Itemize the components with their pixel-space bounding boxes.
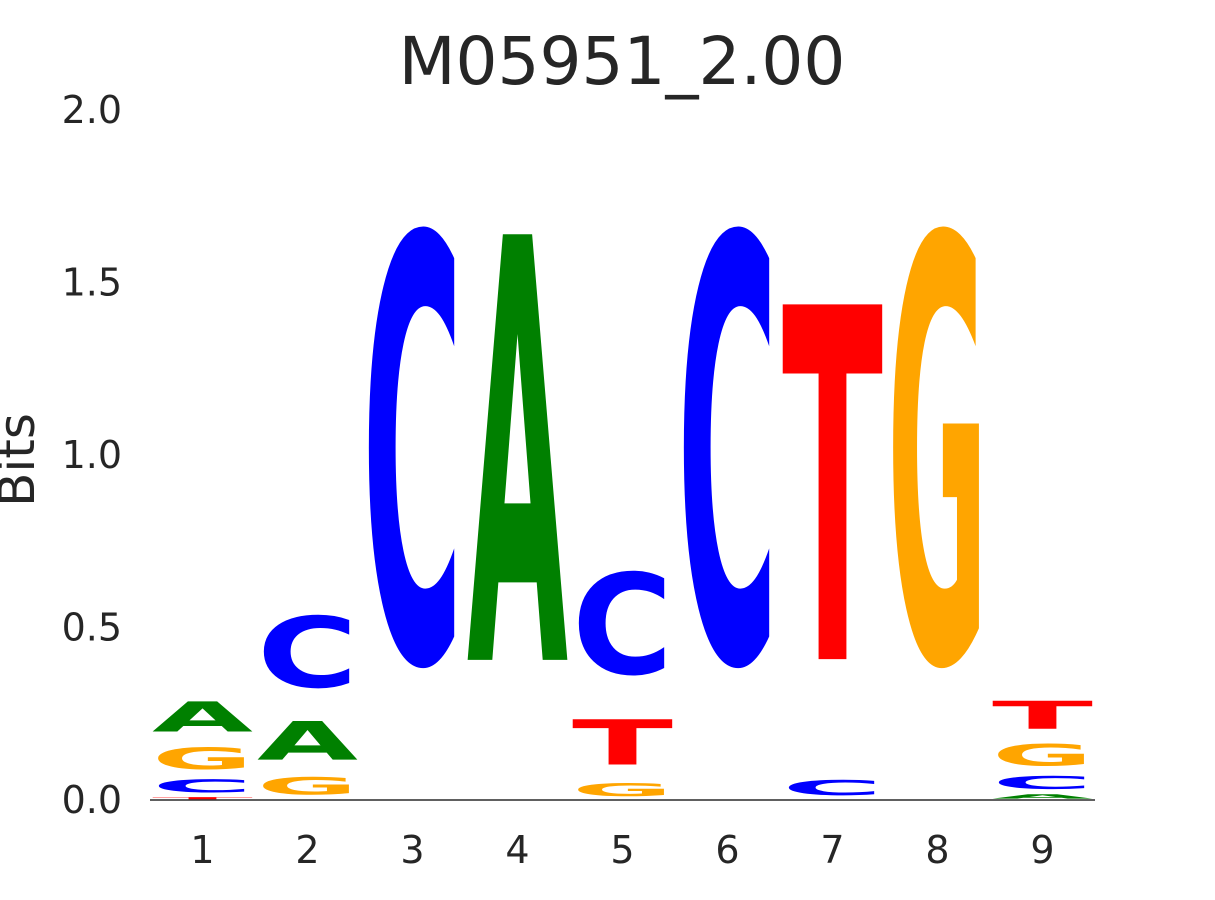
logo-letter-C-pos-5: C: [572, 545, 673, 707]
y-axis-label: Bits: [0, 413, 46, 507]
logo-letter-C-pos-1: C: [152, 776, 253, 797]
x-tick-label: 8: [925, 828, 949, 872]
y-axis-ticks: 0.0 0.5 1.0 1.5 2.0: [62, 88, 122, 822]
x-axis-ticks: 1 2 3 4 5 6 7 8 9: [190, 828, 1054, 872]
logo-letter-G-pos-8: G: [887, 117, 988, 798]
logo-letter-G-pos-5: G: [572, 779, 673, 800]
logo-letter-C-pos-2: C: [257, 597, 358, 710]
x-tick-label: 6: [715, 828, 739, 872]
x-tick-label: 5: [610, 828, 634, 872]
logo-letter-C-pos-6: C: [677, 119, 778, 799]
logo-letter-T-pos-5: T: [572, 707, 673, 779]
logo-letter-G-pos-2: G: [257, 773, 358, 800]
logo-letter-C-pos-9: C: [992, 773, 1093, 794]
logo-letter-G-pos-1: G: [152, 742, 253, 776]
x-tick-label: 4: [505, 828, 529, 872]
logo-letter-T-pos-1: T: [152, 797, 253, 800]
logo-letter-A-pos-1: A: [152, 693, 253, 741]
logo-letter-T-pos-7: T: [782, 207, 884, 774]
x-tick-label: 3: [400, 828, 424, 872]
logo-letter-C-pos-3: C: [362, 119, 463, 799]
y-tick-label: 1.5: [62, 261, 122, 305]
x-tick-label: 7: [820, 828, 844, 872]
chart-title: M05951_2.00: [399, 23, 846, 100]
logo-letter-T-pos-9: T: [992, 693, 1093, 738]
x-tick-label: 9: [1030, 828, 1054, 872]
x-tick-label: 1: [190, 828, 214, 872]
logo-letter-A-pos-4: A: [467, 117, 569, 797]
logo-letter-A-pos-2: A: [257, 711, 358, 772]
y-tick-label: 2.0: [62, 88, 122, 132]
logo-letter-A-pos-9: A: [992, 793, 1094, 800]
x-tick-label: 2: [295, 828, 319, 872]
y-tick-label: 1.0: [62, 433, 122, 477]
y-tick-label: 0.0: [62, 778, 122, 822]
logo-letter-G-pos-9: G: [992, 738, 1093, 772]
y-tick-label: 0.5: [62, 606, 122, 650]
logo-letter-C-pos-7: C: [782, 776, 883, 800]
